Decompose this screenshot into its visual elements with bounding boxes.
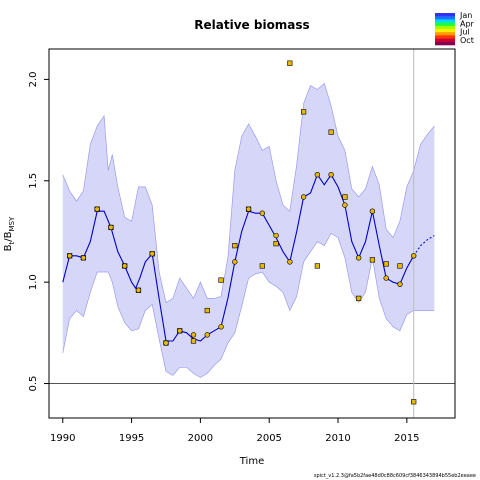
- plot-area: [49, 49, 455, 418]
- x-axis: 1990 1995 2000 2005 2010 2015: [50, 418, 420, 444]
- estimate-marker: [149, 251, 155, 257]
- estimate-marker: [204, 332, 210, 338]
- y-tick-label: 1.0: [28, 274, 39, 290]
- estimate-marker: [163, 340, 169, 346]
- legend-color-swatch: [435, 41, 455, 46]
- observation-point: [397, 263, 403, 269]
- estimate-marker: [218, 324, 224, 330]
- estimate-marker: [369, 208, 376, 214]
- legend-color-swatch: [435, 38, 455, 43]
- x-axis-label: Time: [239, 456, 264, 467]
- estimate-marker: [259, 210, 266, 216]
- observation-point: [314, 263, 320, 269]
- y-tick-label: 1.5: [28, 173, 39, 189]
- x-tick-label: 2010: [325, 433, 350, 444]
- x-tick-label: 2015: [394, 433, 419, 444]
- observation-point: [342, 194, 348, 200]
- estimate-marker: [190, 332, 197, 338]
- observation-point: [287, 60, 293, 66]
- y-axis-label: Bt/BMSY: [3, 216, 16, 251]
- estimate-marker: [108, 224, 114, 231]
- estimate-markers: [66, 172, 417, 346]
- legend-color-swatch: [435, 16, 455, 20]
- estimate-marker: [80, 255, 87, 261]
- legend-color-swatch: [435, 22, 455, 27]
- observation-point: [259, 263, 265, 269]
- version-footer: spict_v1.2.3@fa5b2fae48d0c88c609cf384634…: [314, 473, 476, 479]
- legend-label: Oct: [460, 36, 474, 45]
- estimate-marker: [314, 172, 321, 178]
- estimate-marker: [245, 206, 252, 212]
- estimate-marker: [300, 194, 307, 200]
- y-axis: 0.5 1.0 1.5 2.0: [28, 71, 49, 391]
- legend-label: Apr: [460, 19, 475, 28]
- estimate-marker: [287, 259, 293, 265]
- legend-color-swatch: [435, 19, 455, 23]
- observation-point: [369, 257, 376, 263]
- estimate-marker: [355, 255, 362, 261]
- legend-color-swatch: [435, 13, 455, 17]
- observation-point: [204, 307, 210, 314]
- x-tick-label: 1990: [50, 433, 75, 444]
- estimate-marker: [383, 275, 389, 281]
- estimate-marker: [273, 232, 279, 239]
- estimate-marker: [411, 253, 417, 259]
- chart-title: Relative biomass: [194, 18, 309, 32]
- legend-color-swatch: [435, 35, 455, 39]
- confidence-band-lower-edge: [62, 233, 435, 378]
- observation-point: [190, 338, 197, 344]
- observation-point: [232, 243, 238, 249]
- estimate-marker: [328, 172, 334, 178]
- plot-frame: [48, 48, 456, 419]
- observation-point: [383, 261, 389, 267]
- legend-color-swatch: [435, 25, 455, 30]
- legend-color-swatch: [435, 29, 455, 33]
- estimate-marker: [177, 328, 183, 334]
- observation-point: [356, 295, 362, 301]
- confidence-band-upper-edge: [62, 82, 435, 303]
- observation-point: [218, 277, 224, 283]
- y-tick-label: 2.0: [28, 71, 39, 87]
- observation-point: [328, 129, 334, 135]
- estimate-marker: [397, 281, 403, 287]
- legend-color-swatch: [435, 32, 455, 36]
- estimate-marker: [66, 253, 73, 259]
- x-tick-label: 2005: [256, 433, 281, 444]
- observation-point: [411, 399, 417, 405]
- x-tick-label: 2000: [188, 433, 213, 444]
- x-tick-label: 1995: [119, 433, 144, 444]
- estimate-marker: [121, 263, 128, 269]
- observation-point: [273, 241, 279, 247]
- y-tick-label: 0.5: [28, 376, 39, 392]
- confidence-band: [62, 83, 435, 378]
- legend-label: Jul: [459, 28, 470, 37]
- observation-point: [301, 109, 307, 115]
- legend-label: Jan: [459, 11, 472, 20]
- estimate-marker: [94, 206, 100, 212]
- estimate-marker: [342, 202, 348, 208]
- estimate-marker: [232, 259, 238, 265]
- prediction-line: [413, 235, 435, 257]
- estimate-marker: [135, 287, 142, 293]
